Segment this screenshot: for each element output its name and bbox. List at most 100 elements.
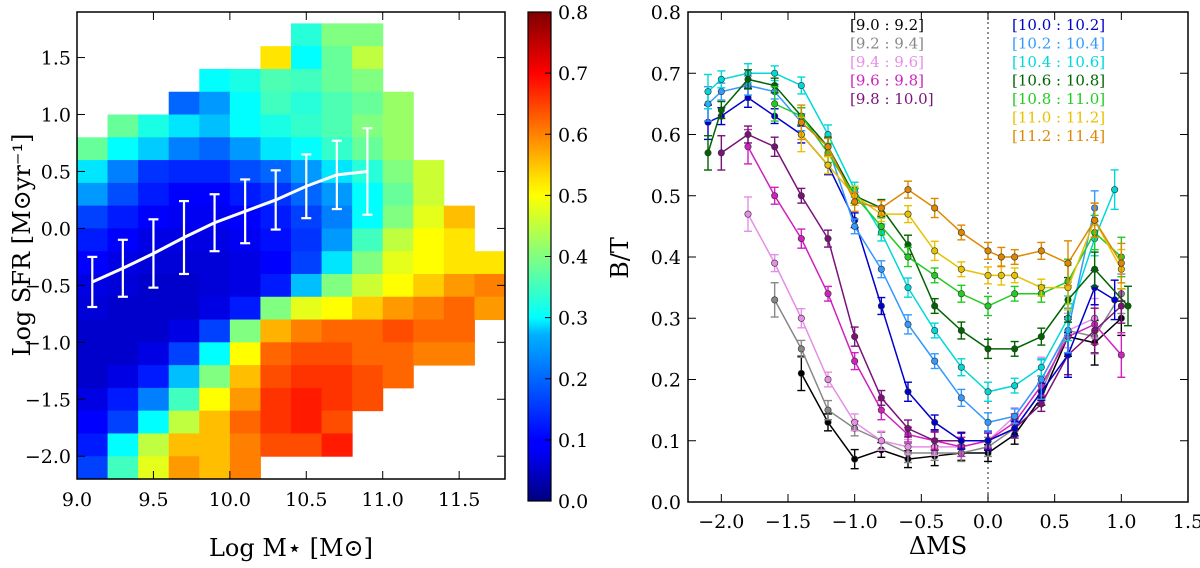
bt-point [771,100,779,108]
bt-point [717,106,725,114]
bt-point [797,345,805,353]
heatmap-cell [168,137,200,161]
bt-frame [687,11,1189,503]
bt-point [824,290,832,298]
heatmap-cell [413,319,445,343]
heatmap-cell [77,433,109,457]
heatmap-cell [107,410,139,434]
bt-point [851,418,859,426]
bt-point [984,302,992,310]
heatmap-cell [321,68,353,93]
bt-point [771,296,779,304]
heatmap-cell [107,387,139,412]
bt-point [744,210,752,218]
heatmap-cell [229,296,261,321]
bt-y-tick-label: 0.6 [651,125,681,147]
bt-series [797,116,1126,311]
heatmap-mean-line [87,127,373,309]
bt-point [1064,259,1072,267]
bt-point [797,82,805,90]
heatmap-cell [260,273,292,298]
heatmap-cell [321,205,353,229]
bt-series-line [707,96,1116,442]
heatmap-cell [413,228,445,252]
heatmap-cell [443,205,475,229]
heatmap-cell [229,91,261,116]
bt-series-line [800,121,1122,265]
heatmap-cell [77,410,109,434]
bt-legend-entry: [10.2 : 10.4] [1012,35,1105,53]
heatmap-cell [413,296,445,321]
bt-series-line [800,134,1122,289]
heatmap-cell [352,342,384,366]
bt-x-ticks: −2.0 −1.5 −1.0 −0.5 0.0 0.5 1.0 1.5 [698,12,1200,533]
bt-point [1124,302,1132,310]
heatmap-cell [291,342,323,366]
bt-point [984,388,992,396]
heatmap-cell [291,387,323,412]
bt-point [1037,400,1045,408]
heatmap-cell [260,410,292,434]
heatmap-cell [474,251,505,275]
bt-point [931,418,939,426]
heatmap-cell [352,273,384,298]
bt-point [717,75,725,83]
bt-x-tick-label: 1.0 [1106,511,1136,533]
bt-point [997,271,1005,279]
heatmap-cell [168,342,200,366]
heatmap-cell [107,456,139,479]
heatmap-cell [382,296,414,321]
heatmap-cell [352,114,384,138]
heatmap-cell [138,410,170,434]
colorbar-tick-label: 0.8 [558,2,588,24]
heatmap-cell [291,433,323,457]
heatmap-cell [321,365,353,389]
colorbar: 0.0 0.1 0.2 0.3 0.4 0.5 0.6 0.7 0.8 [527,2,588,513]
heatmap-cell [352,46,384,70]
bt-point [877,406,885,414]
heatmap-cell [321,91,353,116]
heatmap-cell [260,68,292,93]
heatmap-cell [321,410,353,434]
bt-point [1011,424,1019,432]
bt-x-tick-label: −2.0 [698,511,744,533]
heatmap-cell [168,319,200,343]
bt-series-line [707,84,1096,424]
heatmap-cell [382,273,414,298]
heatmap-cell [413,342,445,366]
bt-point [904,186,912,194]
heatmap-cell [382,91,414,116]
bt-legend-entry: [10.0 : 10.2] [1012,16,1105,34]
heatmap-cell [352,296,384,321]
heatmap-cell [138,114,170,138]
bt-point [1117,302,1125,310]
bt-point [1011,253,1019,261]
heatmap-cell [291,114,323,138]
heatmap-cell [77,456,109,479]
heatmap-cell [168,387,200,412]
bt-point [877,204,885,212]
heatmap-cell [382,365,414,389]
heatmap-y-label: Log SFR [M⊙yr⁻¹] [8,134,36,357]
bt-point [877,394,885,402]
bt-point [1011,290,1019,298]
heatmap-cell [107,319,139,343]
bt-point [1037,375,1045,383]
bt-y-tick-label: 0.8 [651,2,681,24]
heatmap-cell [229,68,261,93]
bt-point [797,235,805,243]
heatmap-cell [352,319,384,343]
heatmap-cell [168,456,200,479]
heatmap-cell [321,387,353,412]
bt-y-ticks: 0.0 0.1 0.2 0.3 0.4 0.5 0.6 0.7 0.8 [651,2,1188,514]
bt-point [744,143,752,151]
heatmap-cell [352,228,384,252]
heatmap-frame [76,11,506,480]
heatmap-cell [352,251,384,275]
heatmap-cells [77,23,505,479]
heatmap-cell [413,160,445,184]
heatmap-cell [107,114,139,138]
bt-point [1011,345,1019,353]
bt-point [904,253,912,261]
heatmap-cell [229,251,261,275]
